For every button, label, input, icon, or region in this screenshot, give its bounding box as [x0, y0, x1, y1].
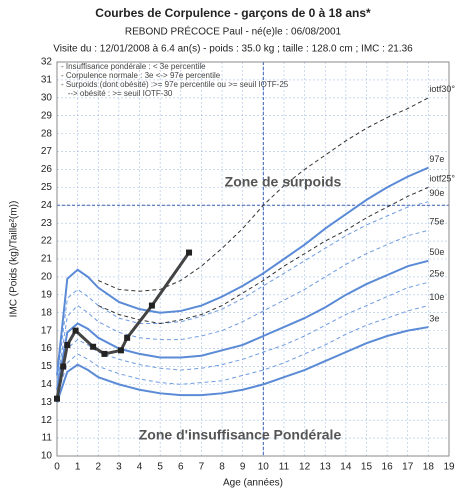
y-tick-label: 18 [41, 307, 53, 318]
x-tick-label: 15 [361, 462, 373, 473]
x-tick-label: 11 [279, 462, 290, 473]
y-tick-label: 13 [41, 397, 53, 408]
x-tick-label: 13 [320, 462, 332, 473]
series-line [56, 326, 429, 403]
data-point [90, 343, 97, 350]
series-line [55, 251, 191, 399]
x-tick-label: 19 [443, 462, 455, 473]
x-tick-label: 9 [240, 462, 246, 473]
annotation: Zone de surpoids [225, 174, 342, 190]
y-tick-label: 15 [41, 361, 53, 372]
y-axis-label: IMC (Poids (kg)/Taille²(m)) [9, 201, 20, 318]
y-tick-label: 19 [41, 289, 53, 300]
y-tick-label: 12 [41, 415, 53, 426]
series-line [56, 229, 429, 385]
y-tick-label: 17 [41, 325, 53, 336]
series-label: 25e [429, 269, 444, 279]
y-tick-label: 29 [41, 110, 53, 121]
x-tick-label: 10 [258, 462, 270, 473]
y-tick-label: 16 [41, 343, 53, 354]
note: - Corpulence normale : 3e <-> 97e percen… [61, 71, 221, 80]
x-tick-label: 7 [199, 462, 205, 473]
note: - Insuffisance pondérale : < 3e percenti… [61, 62, 206, 71]
y-tick-label: 25 [41, 182, 53, 193]
y-tick-label: 22 [41, 236, 53, 247]
x-tick-label: 5 [157, 462, 163, 473]
series-label: 50e [429, 247, 444, 257]
data-point [64, 341, 71, 348]
x-tick-label: 17 [402, 462, 414, 473]
subtitle: REBOND PRÉCOCE Paul - né(e)le : 06/08/20… [125, 25, 342, 38]
data-point [117, 347, 124, 354]
x-tick-label: 3 [116, 462, 122, 473]
series-line [56, 305, 429, 398]
chart-title: Courbes de Corpulence - garçons de 0 à 1… [95, 6, 371, 20]
y-tick-label: 28 [41, 128, 53, 139]
y-tick-label: 26 [41, 164, 53, 175]
annotation: Zone d'insuffisance Pondérale [139, 427, 342, 443]
series-line [56, 166, 429, 376]
data-point [148, 302, 155, 309]
x-axis-label: Age (années) [223, 478, 283, 489]
x-tick-label: 16 [382, 462, 394, 473]
series-line [56, 259, 429, 390]
x-tick-label: 4 [137, 462, 143, 473]
series-label: 90e [429, 188, 444, 198]
series-label: 3e [429, 313, 439, 323]
x-tick-label: 8 [219, 462, 225, 473]
y-tick-label: 21 [41, 254, 53, 265]
series-label: iotf30° [429, 84, 455, 94]
x-tick-label: 18 [423, 462, 435, 473]
y-tick-label: 31 [41, 75, 53, 86]
y-tick-label: 20 [41, 272, 53, 283]
series-line [98, 97, 429, 292]
y-tick-label: 24 [41, 200, 53, 211]
series-label: 10e [429, 292, 444, 302]
x-tick-label: 2 [95, 462, 101, 473]
data-point [60, 363, 67, 370]
data-point [124, 334, 131, 341]
x-tick-label: 1 [75, 462, 81, 473]
data-point [72, 327, 79, 334]
y-tick-label: 10 [41, 451, 53, 462]
y-tick-label: 14 [41, 379, 53, 390]
subtitle: Visite du : 12/01/2008 à 6.4 an(s) - poi… [53, 44, 413, 55]
data-point [101, 350, 108, 357]
note: --> obésité : >= seuil IOTF-30 [61, 89, 173, 98]
plot-frame [56, 61, 450, 457]
plot: 1011121314151617181920212223242526272829… [41, 57, 456, 473]
x-tick-label: 6 [178, 462, 184, 473]
x-tick-label: 12 [299, 462, 311, 473]
y-tick-label: 32 [41, 57, 53, 68]
y-tick-label: 11 [42, 433, 53, 444]
series-label: 75e [429, 217, 444, 227]
series-line [56, 201, 429, 381]
series-line [98, 186, 429, 324]
x-tick-label: 14 [340, 462, 352, 473]
data-point [186, 249, 193, 256]
data-point [54, 395, 60, 402]
y-tick-label: 27 [41, 146, 53, 157]
y-tick-label: 30 [41, 92, 53, 103]
x-tick-label: 0 [54, 462, 60, 473]
series-label: 97e [429, 154, 444, 164]
series-label: iotf25° [429, 174, 455, 184]
y-tick-label: 23 [41, 218, 53, 229]
note: - Surpoids (dont obésité) :>= 97e percen… [61, 80, 289, 89]
series-line [56, 281, 429, 394]
